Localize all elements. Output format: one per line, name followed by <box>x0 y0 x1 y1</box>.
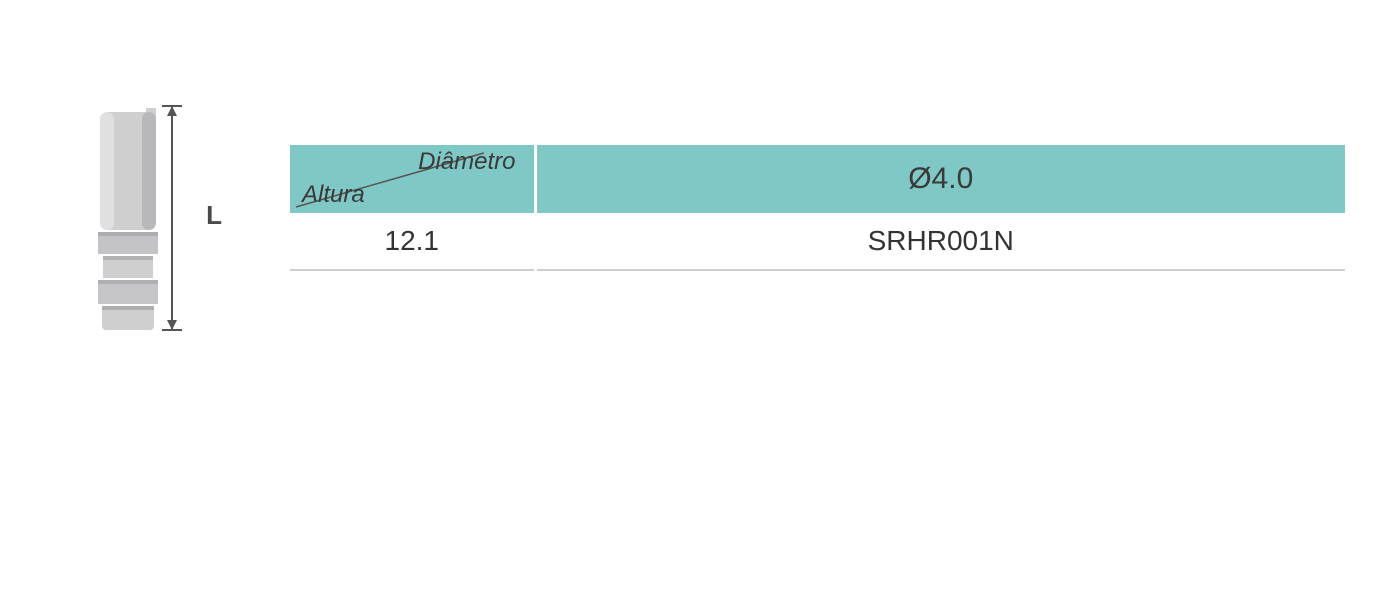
corner-top-label: Diâmetro <box>418 148 515 176</box>
corner-header: Diâmetro Altura <box>290 145 535 213</box>
table-row: 12.1 SRHR001N <box>290 213 1345 270</box>
sku-cell: SRHR001N <box>535 213 1345 270</box>
spec-table: Diâmetro Altura Ø4.0 12.1 SRHR001N <box>290 145 1345 271</box>
spec-table-area: Diâmetro Altura Ø4.0 12.1 SRHR001N <box>290 145 1345 271</box>
column-header-diameter: Ø4.0 <box>535 145 1345 213</box>
corner-bottom-label: Altura <box>302 181 365 209</box>
component-diagram: L <box>50 90 230 350</box>
implant-component-drawing <box>80 100 200 340</box>
altura-cell: 12.1 <box>290 213 535 270</box>
dimension-label-L: L <box>206 200 222 231</box>
